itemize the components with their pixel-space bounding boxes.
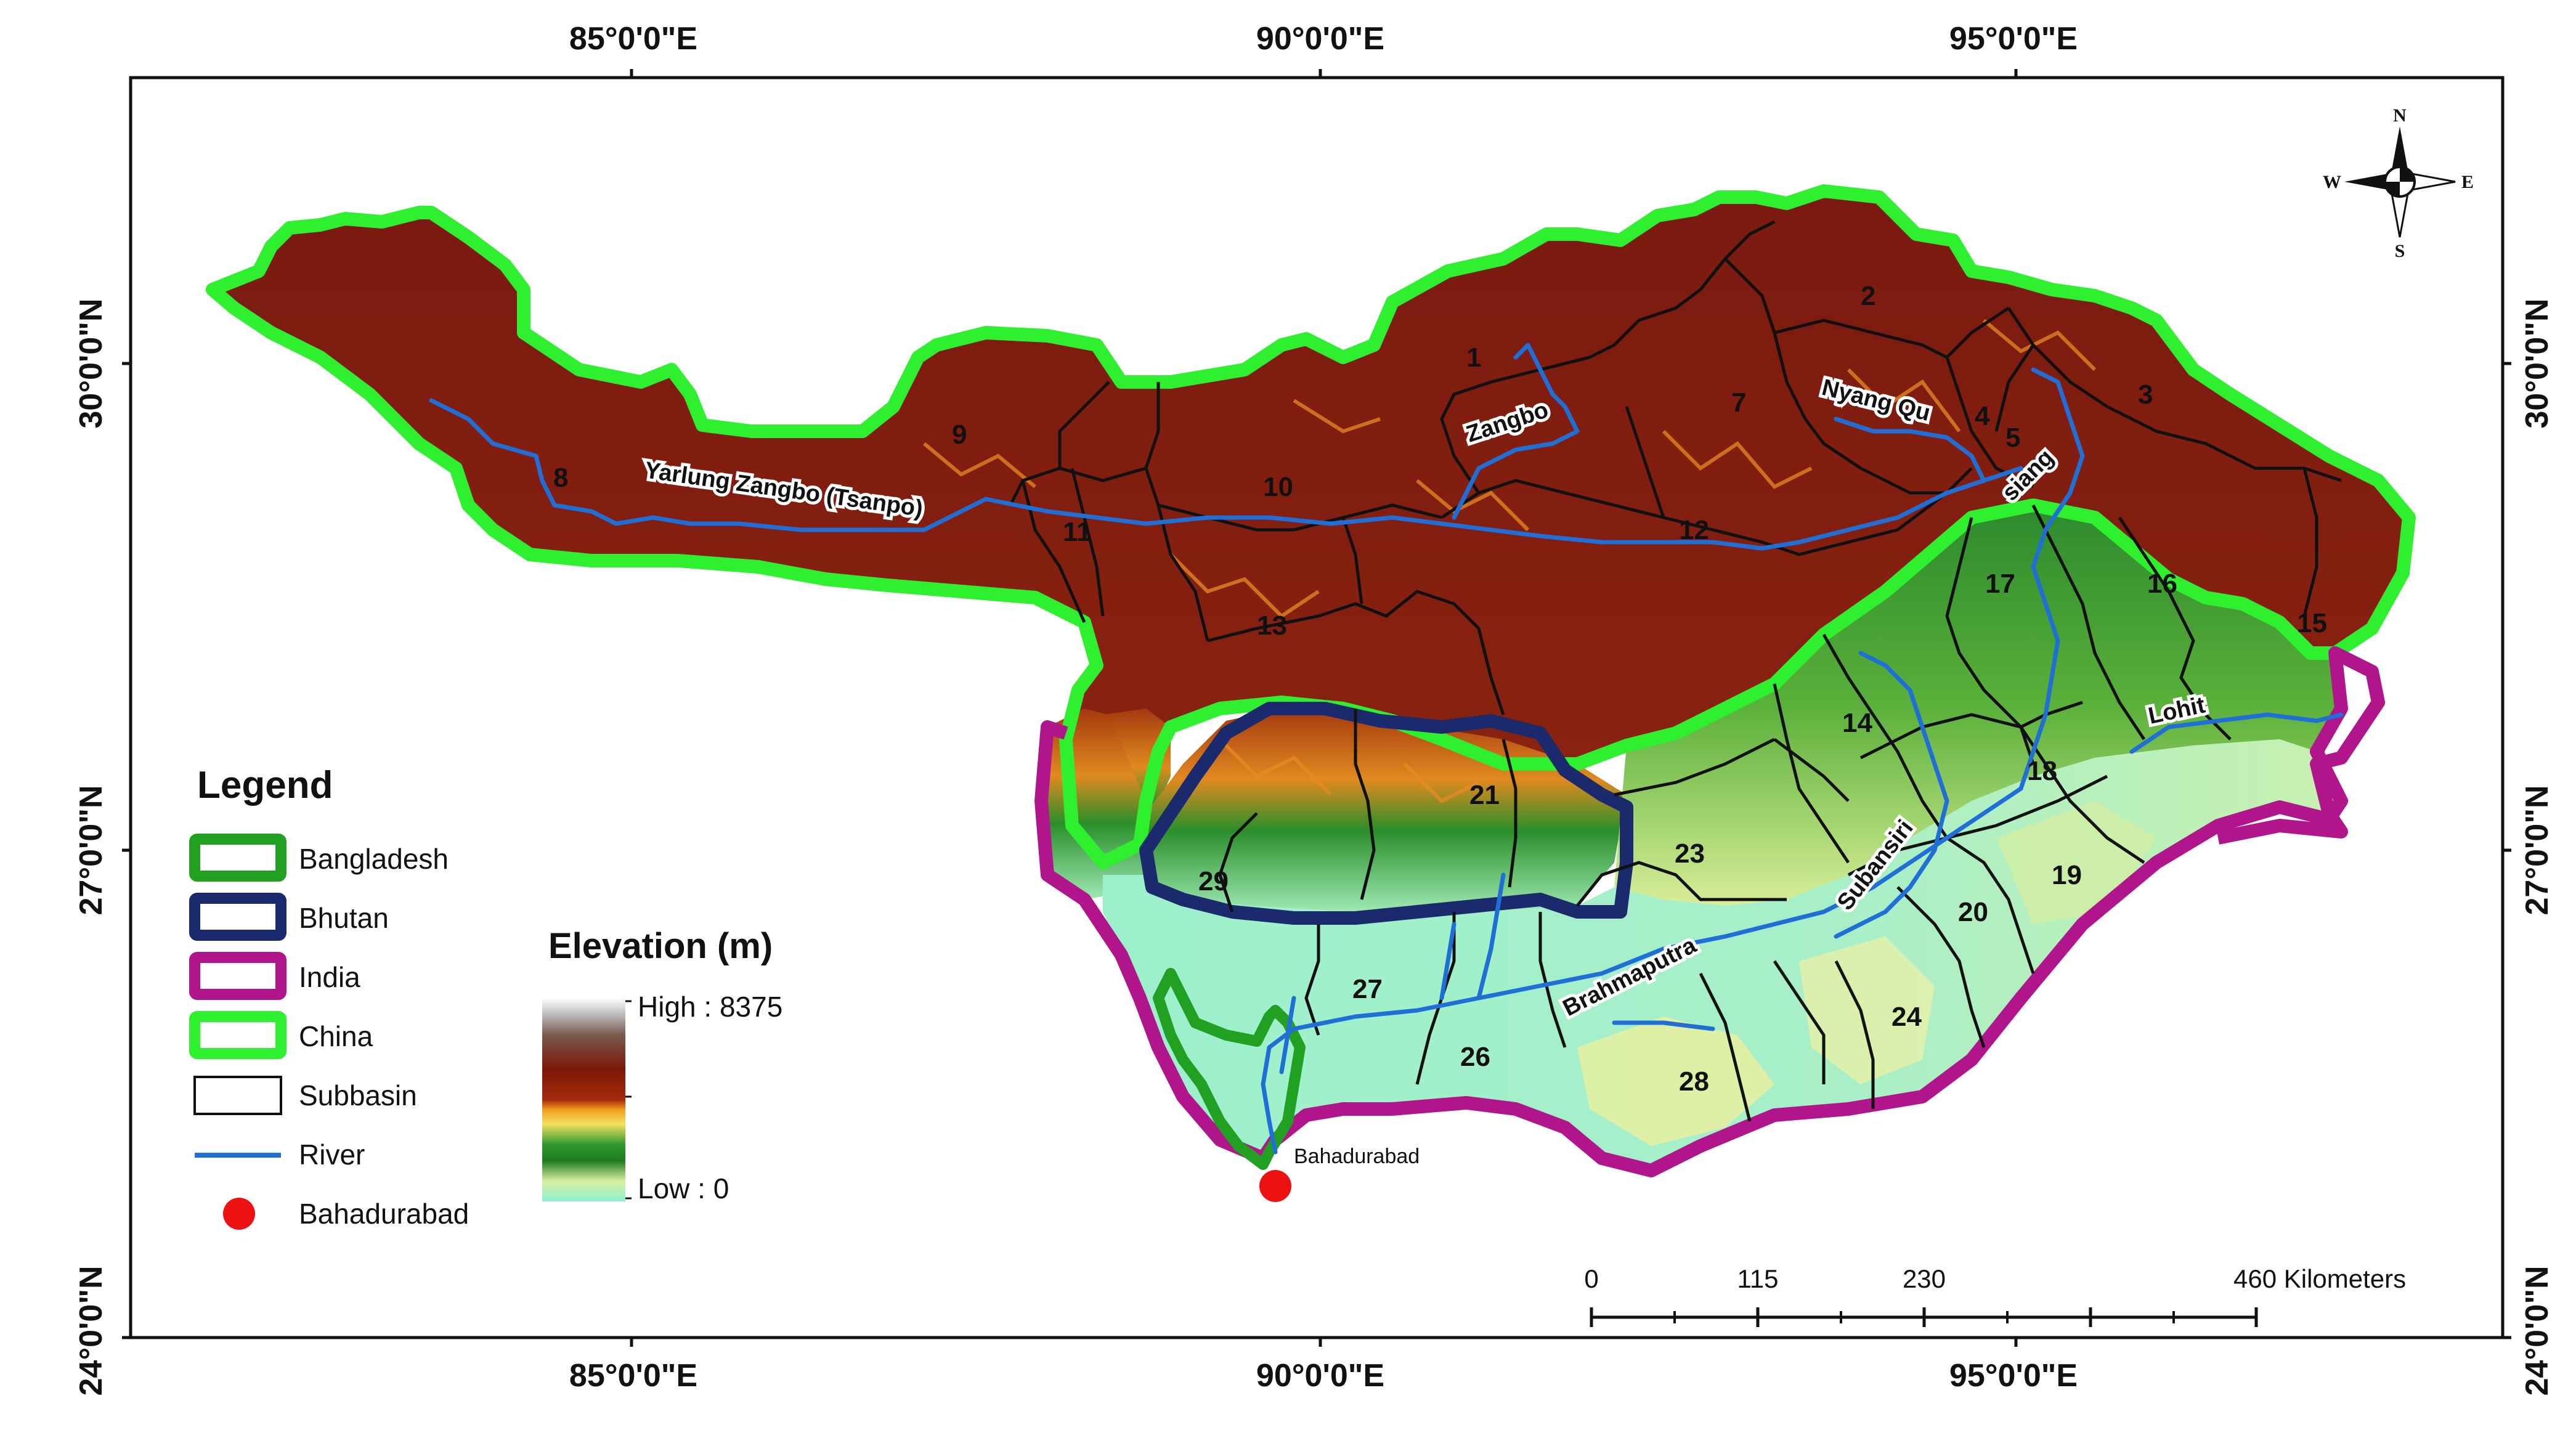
north-arrow: N S E W [2323,105,2474,261]
right-lat-label-3: 24°0'0"N [2519,1265,2555,1395]
subbasin-21: 21 [1469,780,1500,810]
elevation-color-ramp [542,998,625,1201]
eastern-hills [1614,505,2341,906]
legend-swatch-china [189,1011,286,1059]
tributary-1 [1279,996,1296,1074]
legend-swatch-bangladesh [189,834,286,882]
legend-label-river: River [299,1139,365,1171]
plains-highland-patch [1577,1017,1774,1146]
china-border [206,184,2416,869]
subbasin-23: 23 [1675,839,1705,869]
scale-bar: 0 115 230 460 Kilometers [1584,1264,2406,1327]
subbasin-27: 27 [1352,974,1383,1004]
compass-n: N [2393,105,2407,126]
legend-label-bhutan: Bhutan [299,902,389,934]
subbasin-5: 5 [2005,423,2020,453]
top-lon-label-3: 95°0'0"E [1949,21,2078,57]
bahadurabad-point [1259,1170,1291,1202]
bottom-lon-label-3: 95°0'0"E [1949,1358,2078,1394]
tributary-4 [1612,1020,1715,1031]
subbasin-24: 24 [1891,1002,1922,1032]
subbasin-16: 16 [2147,569,2177,599]
legend-title: Legend [197,764,333,806]
nyang-qu-river [1834,416,1986,483]
bangladesh-border [1153,968,1306,1170]
scale-tick-0: 0 [1584,1264,1598,1293]
elevation-low: Low : 0 [638,1172,729,1204]
subbasin-7: 7 [1731,388,1746,418]
subbasin-19: 19 [2052,860,2082,890]
rivers [429,343,2344,1155]
bahadurabad-label: Bahadurabad [1294,1145,1420,1168]
subbasin-28: 28 [1679,1066,1709,1097]
zangbo-river [1452,343,1580,520]
bottom-lon-label-2: 90°0'0"E [1256,1358,1384,1394]
legend-label-bangladesh: Bangladesh [299,843,449,875]
tributary-3 [1476,872,1506,1001]
frame-ticks [122,69,2511,1347]
brahmaputra-river [1261,786,2023,1155]
compass-w: W [2323,172,2341,192]
legend-label-subbasin: Subbasin [299,1079,417,1111]
bottom-lon-label-1: 85°0'0"E [569,1358,697,1394]
subbasin-18: 18 [2027,756,2057,786]
elevation-title: Elevation (m) [548,926,773,966]
subbasin-1: 1 [1466,343,1481,373]
subbasin-4: 4 [1975,401,1990,431]
subbasin-20: 20 [1958,897,1988,927]
legend-swatch-subbasin [193,1076,282,1115]
lohit-river [2129,712,2344,754]
india-border [1034,646,2385,1177]
yarlung-river [429,398,2023,551]
legend-swatch-bhutan [189,893,286,941]
subbasin-15: 15 [2297,608,2327,638]
elevation-high: High : 8375 [638,991,782,1023]
scale-tick-230: 230 [1903,1264,1946,1293]
subbasin-29: 29 [1198,866,1229,896]
legend-swatch-bahadurabad [223,1198,255,1230]
right-lat-label-1: 30°0'0"N [2519,298,2555,428]
compass-s: S [2395,241,2405,261]
subbasin-2: 2 [1861,281,1875,311]
subbasin-boundaries [1009,220,2342,1122]
right-lat-label-2: 27°0'0"N [2519,785,2555,915]
subbasin-12: 12 [1679,515,1709,545]
left-lat-label-2: 27°0'0"N [73,785,109,915]
plains-highland-patch-east [1799,936,1935,1084]
subbasin-8: 8 [553,463,568,493]
siang-river [2018,367,2085,791]
subbasin-10: 10 [1263,472,1293,502]
legend-label-india: India [299,961,360,993]
legend-label-china: China [299,1020,373,1052]
elevation-legend: Elevation (m) High : 8375 Low : 0 [542,926,782,1204]
legend-label-bahadurabad: Bahadurabad [299,1198,469,1230]
tributary-2 [1439,922,1457,1001]
scale-tick-115: 115 [1737,1264,1779,1293]
subansiri-river [1834,651,1949,939]
subbasin-14: 14 [1842,708,1872,738]
subbasin-26: 26 [1460,1042,1490,1072]
bhutan-border [1139,702,1633,925]
legend-swatch-india [189,952,286,1000]
subbasin-9: 9 [952,420,967,450]
legend: Legend Bangladesh Bhutan India China Sub… [189,764,469,1230]
subbasin-3: 3 [2138,380,2153,410]
subbasin-17: 17 [1985,569,2015,599]
compass-e: E [2461,172,2474,192]
subbasin-labels: 1 2 3 4 5 7 8 9 10 11 12 13 14 15 16 17 … [553,281,2327,1097]
top-lon-label-2: 90°0'0"E [1256,21,1384,57]
left-lat-label-3: 24°0'0"N [73,1265,109,1395]
top-lon-label-1: 85°0'0"E [569,21,697,57]
subbasin-13: 13 [1257,611,1287,641]
scale-tick-460: 460 Kilometers [2233,1264,2406,1293]
subbasin-11: 11 [1063,517,1092,547]
left-lat-label-1: 30°0'0"N [73,298,109,428]
ridge-highlights [923,319,2097,803]
